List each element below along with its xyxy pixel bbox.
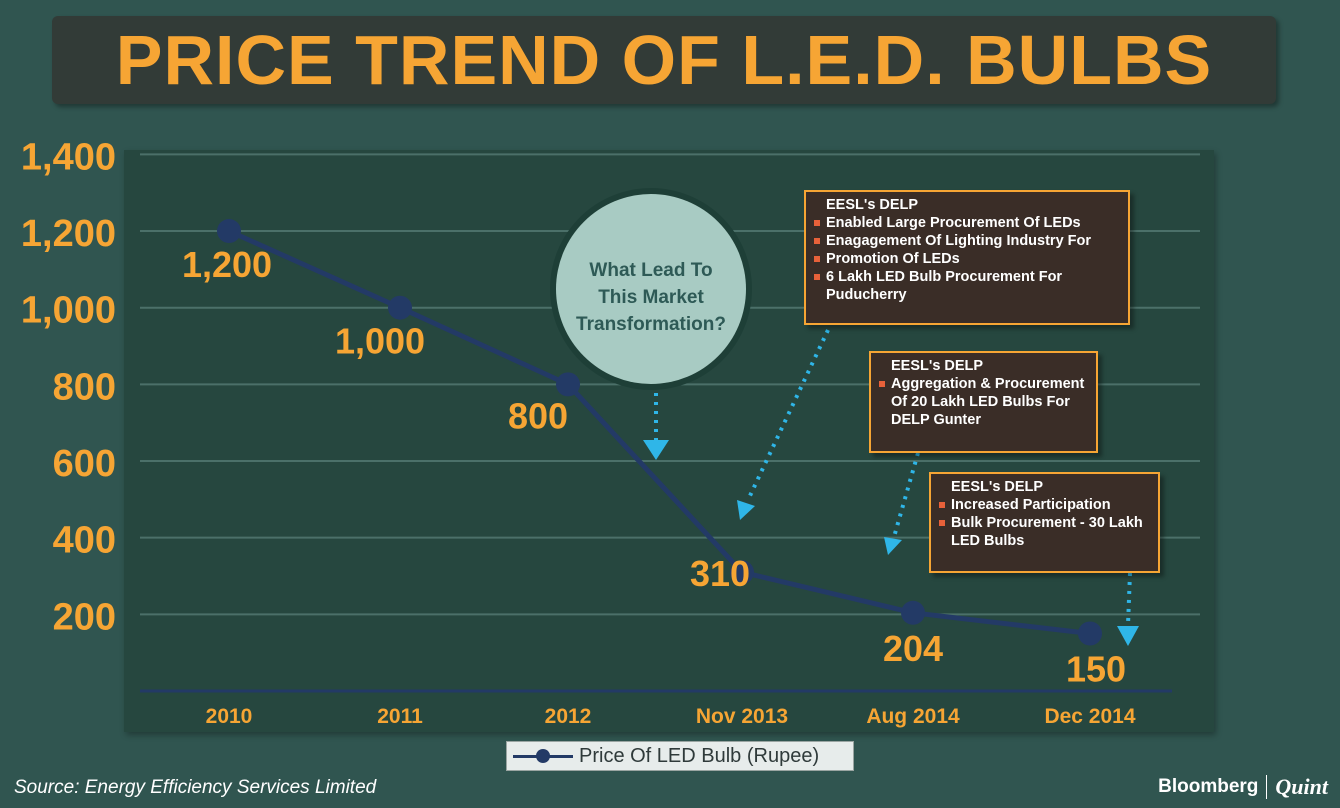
callout-1-list: Enabled Large Procurement Of LEDs Enagag… xyxy=(814,214,1120,304)
callout-3-title: EESL's DELP xyxy=(951,479,1044,495)
callout-3-bullet: Increased Participation xyxy=(939,496,1150,514)
arrowhead-callout-3 xyxy=(1117,626,1139,646)
source-note: Source: Energy Efficiency Services Limit… xyxy=(14,777,377,798)
data-point xyxy=(730,560,754,585)
question-bubble-text: What Lead To This Market Transformation? xyxy=(576,260,726,335)
callout-box-2: EESL's DELP Aggregation & Procurement Of… xyxy=(869,351,1098,453)
chart-title: PRICE TREND OF L.E.D. BULBS xyxy=(115,21,1213,99)
data-point xyxy=(901,600,925,625)
y-tick-label: 600 xyxy=(53,443,116,485)
data-label: 150 xyxy=(1066,649,1126,690)
brand-logo: Bloomberg Quint xyxy=(1158,774,1328,800)
arrows xyxy=(654,329,1132,626)
data-labels: 1,200 1,000 800 310 204 150 xyxy=(182,244,1126,689)
title-banner: PRICE TREND OF L.E.D. BULBS xyxy=(52,16,1276,104)
brand-quint: Quint xyxy=(1275,774,1328,799)
callout-box-3: EESL's DELP Increased Participation Bulk… xyxy=(929,472,1160,573)
data-point xyxy=(217,219,241,244)
x-tick-label: Dec 2014 xyxy=(1044,705,1135,728)
series-line-price xyxy=(227,228,1091,636)
callout-1-bullet: Promotion Of LEDs xyxy=(814,250,1120,268)
y-tick-label: 1,000 xyxy=(21,290,116,332)
data-label: 204 xyxy=(883,628,943,669)
arrow-callout-3 xyxy=(1126,572,1132,626)
x-tick-label: 2012 xyxy=(545,705,592,728)
question-bubble: What Lead To This Market Transformation? xyxy=(550,188,752,390)
y-axis: 200 400 600 800 1,000 1,200 1,400 xyxy=(21,136,116,638)
callout-box-1: EESL's DELP Enabled Large Procurement Of… xyxy=(804,190,1130,325)
legend-label: Price Of LED Bulb (Rupee) xyxy=(579,744,820,767)
data-point xyxy=(556,372,580,397)
y-tick-label: 800 xyxy=(53,366,116,408)
y-tick-label: 1,200 xyxy=(21,213,116,255)
x-axis: 2010 2011 2012 Nov 2013 Aug 2014 Dec 2014 xyxy=(206,705,1136,728)
callout-3-list: Increased Participation Bulk Procurement… xyxy=(939,496,1150,550)
legend: Price Of LED Bulb (Rupee) xyxy=(506,741,854,771)
y-tick-label: 400 xyxy=(53,520,116,562)
callout-2-list: Aggregation & Procurement Of 20 Lakh LED… xyxy=(879,375,1088,429)
data-label: 310 xyxy=(690,553,750,594)
brand-divider xyxy=(1266,775,1268,799)
series-points xyxy=(217,219,1102,646)
arrow-callout-2 xyxy=(892,452,920,538)
callout-1-title: EESL's DELP xyxy=(826,197,919,213)
data-point xyxy=(1078,621,1102,646)
callout-1-bullet: 6 Lakh LED Bulb Procurement For Puducher… xyxy=(814,268,1120,304)
x-tick-label: 2010 xyxy=(206,705,253,728)
x-tick-label: 2011 xyxy=(377,705,423,728)
arrowhead-callout-1 xyxy=(737,500,755,520)
brand-bloomberg: Bloomberg xyxy=(1158,776,1259,797)
callout-2-bullet: Aggregation & Procurement Of 20 Lakh LED… xyxy=(879,375,1088,429)
arrow-callout-1 xyxy=(746,329,830,501)
y-tick-label: 1,400 xyxy=(21,136,116,178)
callout-1-bullet: Enagagement Of Lighting Industry For xyxy=(814,232,1120,250)
data-label: 1,200 xyxy=(182,244,272,285)
data-point xyxy=(388,295,412,320)
arrowhead-bubble xyxy=(643,440,669,460)
callout-3-bullet: Bulk Procurement - 30 Lakh LED Bulbs xyxy=(939,514,1150,550)
arrowheads xyxy=(643,440,1139,646)
x-tick-label: Nov 2013 xyxy=(696,705,788,728)
y-tick-label: 200 xyxy=(53,596,116,638)
arrowhead-callout-2 xyxy=(884,537,902,555)
callout-2-title: EESL's DELP xyxy=(891,358,984,374)
data-label: 1,000 xyxy=(335,321,425,362)
x-tick-label: Aug 2014 xyxy=(866,705,960,728)
callout-1-bullet: Enabled Large Procurement Of LEDs xyxy=(814,214,1120,232)
data-label: 800 xyxy=(508,395,568,436)
legend-line-marker-icon xyxy=(507,741,579,771)
